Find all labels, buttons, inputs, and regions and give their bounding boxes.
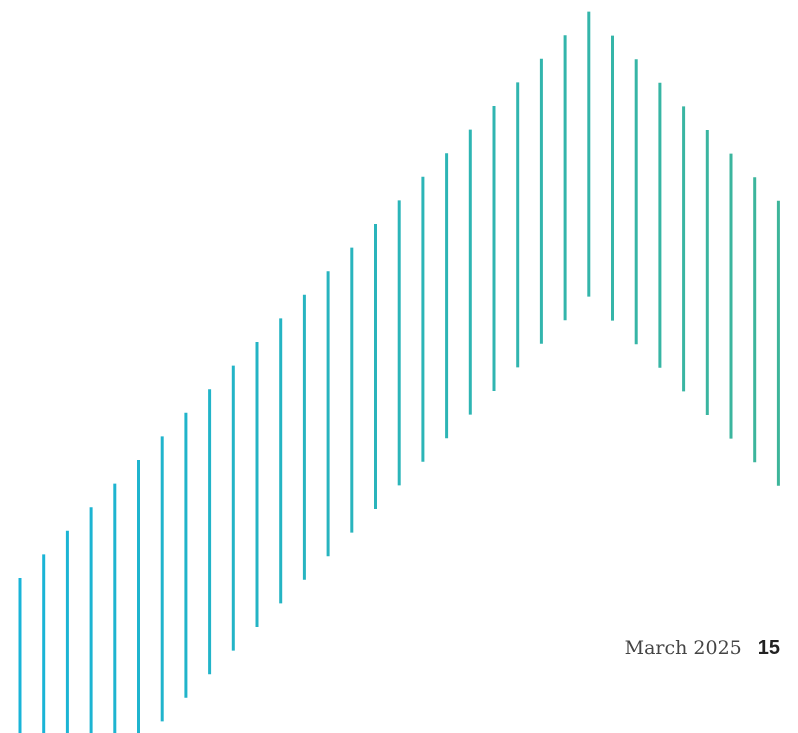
page-number: 15 xyxy=(757,637,780,659)
footer-date: March 2025 xyxy=(624,637,742,659)
page-footer: March 2025 15 xyxy=(520,637,780,667)
